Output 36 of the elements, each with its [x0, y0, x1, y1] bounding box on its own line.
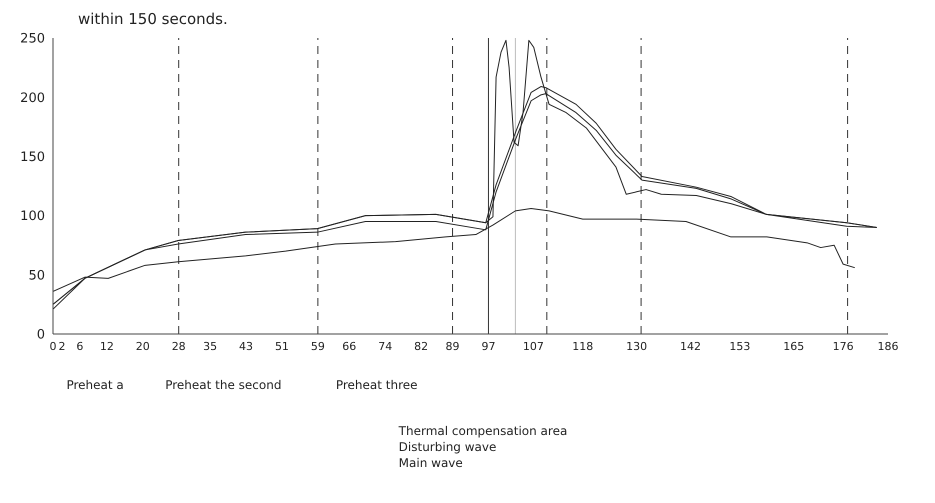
x-tick-label: 2 — [58, 340, 66, 353]
x-tick-label: 51 — [274, 340, 289, 353]
x-tick-label: 0 — [50, 340, 56, 353]
y-tick-label: 50 — [28, 268, 45, 284]
y-tick-label: 250 — [20, 32, 45, 47]
x-tick-label: 186 — [878, 340, 898, 353]
x-tick-label: 118 — [572, 340, 594, 353]
x-tick-label: 153 — [729, 340, 750, 353]
x-tick-label: 130 — [626, 340, 648, 353]
x-tick-label: 12 — [100, 340, 114, 353]
text: Preheat a — [66, 378, 124, 392]
x-tick-label: 20 — [136, 340, 150, 353]
text: Preheat three — [336, 378, 418, 392]
x-tick-label: 97 — [481, 340, 496, 353]
x-tick-label: 43 — [239, 340, 254, 353]
text: Thermal compensation area — [398, 424, 568, 438]
y-tick-label: 0 — [36, 328, 45, 343]
text: Main wave — [398, 456, 463, 470]
x-tick-label: 35 — [203, 340, 218, 353]
y-tick-label: 100 — [20, 209, 45, 224]
text: Preheat the second — [165, 378, 282, 392]
x-tick-label: 165 — [783, 340, 804, 353]
x-tick-label: 59 — [310, 340, 325, 353]
x-tick-label: 66 — [342, 340, 356, 353]
text: Disturbing wave — [398, 440, 496, 454]
x-tick-label: 6 — [76, 340, 84, 353]
x-tick-label: 89 — [446, 340, 460, 353]
x-tick-label: 74 — [378, 340, 392, 353]
y-tick-label: 200 — [20, 90, 45, 106]
chart-title: within 150 seconds. — [78, 10, 228, 28]
x-tick-label: 28 — [172, 340, 186, 353]
x-tick-label: 176 — [832, 340, 854, 353]
x-tick-label: 107 — [522, 340, 544, 353]
x-tick-label: 142 — [680, 340, 701, 353]
x-tick-label: 82 — [414, 340, 428, 353]
y-tick-label: 150 — [20, 150, 45, 166]
